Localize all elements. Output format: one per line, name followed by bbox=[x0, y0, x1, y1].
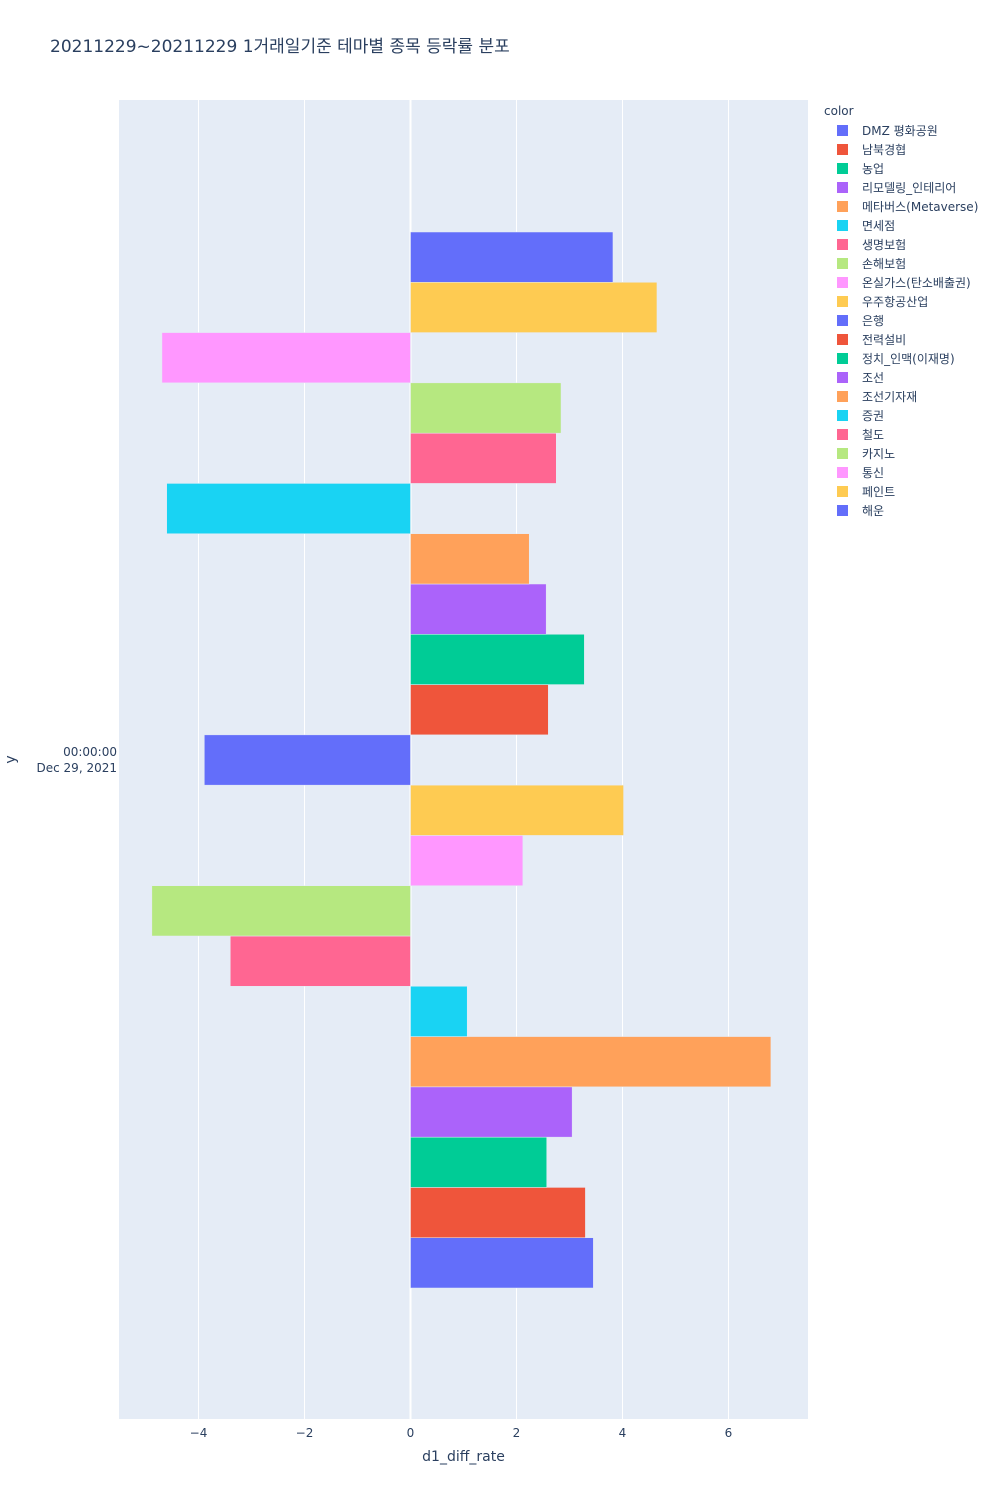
legend-swatch bbox=[837, 277, 848, 288]
legend-item[interactable]: 통신 bbox=[824, 463, 978, 482]
legend-item[interactable]: 남북경협 bbox=[824, 140, 978, 159]
legend-item[interactable]: 페인트 bbox=[824, 482, 978, 501]
x-tick-label: −4 bbox=[190, 1426, 208, 1440]
legend-label: 전력설비 bbox=[862, 333, 907, 347]
bar bbox=[410, 583, 547, 635]
bar bbox=[410, 1036, 772, 1088]
bar bbox=[410, 1237, 594, 1289]
legend-swatch bbox=[837, 353, 848, 364]
legend-item[interactable]: 면세점 bbox=[824, 216, 978, 235]
legend-label: 통신 bbox=[862, 466, 885, 480]
bar bbox=[410, 1136, 547, 1188]
legend-swatch bbox=[837, 239, 848, 250]
legend-item[interactable]: 우주항공산업 bbox=[824, 292, 978, 311]
legend-label: 온실가스(탄소배출권) bbox=[862, 276, 971, 290]
bar bbox=[410, 231, 614, 283]
legend-label: 정치_인맥(이재명) bbox=[862, 352, 955, 366]
legend-swatch bbox=[837, 182, 848, 193]
legend-item[interactable]: 철도 bbox=[824, 425, 978, 444]
legend-item[interactable]: 조선기자재 bbox=[824, 387, 978, 406]
legend-label: 페인트 bbox=[862, 485, 896, 499]
legend-item[interactable]: DMZ 평화공원 bbox=[824, 121, 978, 140]
bar bbox=[204, 734, 411, 786]
legend-swatch bbox=[837, 163, 848, 174]
y-tick-label: 00:00:00 bbox=[63, 745, 117, 759]
legend-label: 면세점 bbox=[862, 219, 896, 233]
bar bbox=[410, 684, 549, 736]
bar bbox=[410, 1187, 586, 1238]
bar bbox=[410, 634, 585, 685]
legend-swatch bbox=[837, 296, 848, 307]
bar bbox=[230, 935, 411, 987]
x-tick-label: 2 bbox=[513, 1426, 521, 1440]
bar bbox=[410, 835, 524, 886]
legend-label: 조선기자재 bbox=[862, 390, 918, 404]
x-tick-label: 6 bbox=[725, 1426, 733, 1440]
legend-item[interactable]: 리모델링_인테리어 bbox=[824, 178, 978, 197]
legend-swatch bbox=[837, 448, 848, 459]
legend-item[interactable]: 손해보험 bbox=[824, 254, 978, 273]
legend-label: 농업 bbox=[862, 162, 885, 176]
bar bbox=[161, 332, 411, 384]
legend-item[interactable]: 메타버스(Metaverse) bbox=[824, 197, 978, 216]
legend-label: 은행 bbox=[862, 314, 885, 328]
legend-label: 메타버스(Metaverse) bbox=[862, 200, 979, 214]
x-tick-label: 4 bbox=[619, 1426, 627, 1440]
legend-item[interactable]: 생명보험 bbox=[824, 235, 978, 254]
legend-swatch bbox=[837, 334, 848, 345]
bar bbox=[166, 483, 411, 534]
legend-label: 카지노 bbox=[862, 447, 896, 461]
legend-label: 철도 bbox=[862, 428, 885, 442]
bar bbox=[410, 533, 530, 585]
legend-item[interactable]: 은행 bbox=[824, 311, 978, 330]
y-tick-label: Dec 29, 2021 bbox=[37, 761, 117, 775]
legend-swatch bbox=[837, 372, 848, 383]
legend-swatch bbox=[837, 125, 848, 136]
legend-swatch bbox=[837, 410, 848, 421]
chart-title: 20211229~20211229 1거래일기준 테마별 종목 등락률 분포 bbox=[50, 37, 510, 57]
legend-item[interactable]: 온실가스(탄소배출권) bbox=[824, 273, 978, 292]
legend-swatch bbox=[837, 220, 848, 231]
legend-swatch bbox=[837, 315, 848, 326]
legend-label: 리모델링_인테리어 bbox=[862, 181, 957, 195]
bar bbox=[410, 784, 624, 836]
legend-item[interactable]: 정치_인맥(이재명) bbox=[824, 349, 978, 368]
bar bbox=[151, 885, 411, 937]
x-tick-label: −2 bbox=[296, 1426, 314, 1440]
legend-label: 해운 bbox=[862, 504, 885, 518]
legend-swatch bbox=[837, 429, 848, 440]
bar bbox=[410, 986, 468, 1037]
legend-label: 손해보험 bbox=[862, 257, 907, 271]
legend-title: color bbox=[824, 104, 854, 118]
bar bbox=[410, 382, 562, 434]
legend-item[interactable]: 전력설비 bbox=[824, 330, 978, 349]
legend-swatch bbox=[837, 505, 848, 516]
bar bbox=[410, 282, 658, 333]
legend-item[interactable]: 농업 bbox=[824, 159, 978, 178]
legend-label: 남북경협 bbox=[862, 143, 907, 157]
legend-swatch bbox=[837, 258, 848, 269]
bar bbox=[410, 432, 557, 484]
legend-swatch bbox=[837, 467, 848, 478]
legend-swatch bbox=[837, 391, 848, 402]
x-tick-label: 0 bbox=[407, 1426, 415, 1440]
legend-swatch bbox=[837, 201, 848, 212]
bar bbox=[410, 1086, 573, 1138]
legend-label: 우주항공산업 bbox=[862, 295, 929, 309]
legend-swatch bbox=[837, 144, 848, 155]
y-axis-title: y bbox=[3, 755, 19, 763]
legend-swatch bbox=[837, 486, 848, 497]
legend-item[interactable]: 카지노 bbox=[824, 444, 978, 463]
x-axis-title: d1_diff_rate bbox=[422, 1449, 505, 1465]
legend-item[interactable]: 조선 bbox=[824, 368, 978, 387]
legend-label: 증권 bbox=[862, 409, 885, 423]
legend-item[interactable]: 해운 bbox=[824, 501, 978, 520]
legend-label: 생명보험 bbox=[862, 238, 907, 252]
legend-label: DMZ 평화공원 bbox=[862, 124, 938, 138]
legend-item[interactable]: 증권 bbox=[824, 406, 978, 425]
legend-label: 조선 bbox=[862, 371, 885, 385]
